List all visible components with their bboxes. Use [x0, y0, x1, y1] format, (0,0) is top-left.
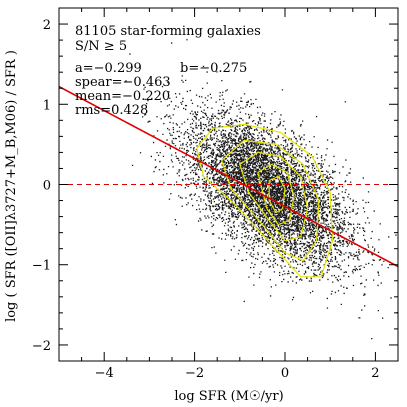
y-tick-label: 1 — [43, 98, 51, 113]
x-tick-label: 2 — [371, 366, 379, 381]
contour-level-2 — [221, 139, 320, 262]
x-axis-label: log SFR (M☉/yr) — [174, 389, 283, 404]
contour-level-1 — [196, 123, 334, 278]
y-tick-label: −1 — [32, 259, 51, 274]
point-cloud — [114, 39, 398, 340]
chart-title: 81105 star-forming galaxies — [75, 24, 261, 39]
stat-b: b=−0.275 — [180, 61, 247, 76]
scatter-points — [114, 39, 398, 340]
y-tick-label: 0 — [43, 179, 51, 194]
chart-subtitle: S/N ≥ 5 — [75, 39, 127, 54]
stat-mean: mean=−0.220 — [75, 89, 170, 104]
y-tick-label: 2 — [43, 18, 51, 33]
y-axis-label: log ( SFR ([OII]λ3727+M_B,M06) / SFR ) — [4, 50, 19, 322]
contour-level-5 — [268, 175, 286, 214]
stat-spear: spear=−0.463 — [75, 75, 171, 90]
x-tick-label: 0 — [281, 366, 289, 381]
x-tick-label: −2 — [185, 366, 204, 381]
stat-a: a=−0.299 — [75, 61, 142, 76]
axis-ticks: −4 −2 0 2 −2 −1 0 1 2 — [32, 7, 399, 381]
stat-rms: rms=0.428 — [75, 103, 148, 118]
density-contours — [196, 123, 334, 278]
reference-lines — [59, 85, 398, 268]
y-tick-label: −2 — [32, 339, 51, 354]
contour-level-4 — [257, 163, 295, 226]
fit-line — [59, 85, 398, 268]
contour-level-3 — [239, 151, 309, 242]
x-tick-label: −4 — [95, 366, 114, 381]
